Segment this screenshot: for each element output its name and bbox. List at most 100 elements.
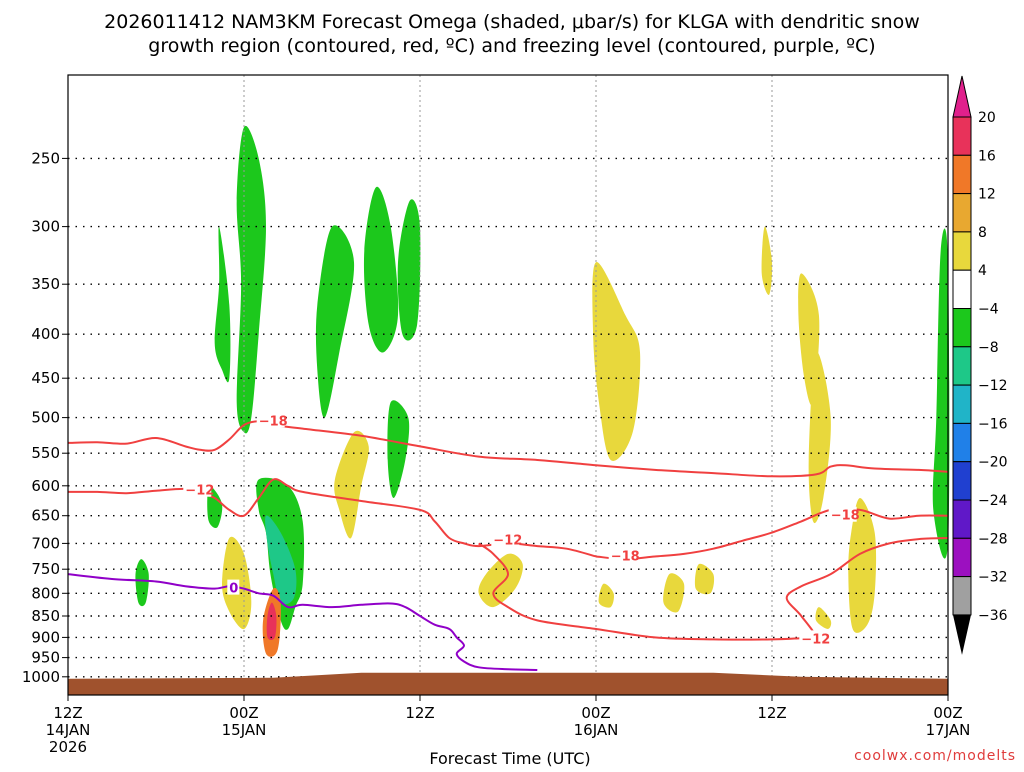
x-tick-label: 12Z xyxy=(405,704,434,722)
colorbar-swatch xyxy=(952,576,972,616)
colorbar-label: −32 xyxy=(978,570,1008,586)
plot-frame xyxy=(67,74,949,696)
colorbar-label: −16 xyxy=(978,416,1008,432)
contour-label-bg xyxy=(491,531,520,547)
yellow-d xyxy=(761,226,773,295)
contour-label-bg xyxy=(256,412,285,428)
green-left2 xyxy=(135,559,149,607)
y-tick-label: 550 xyxy=(31,444,60,462)
magenta-core xyxy=(266,602,277,641)
green-blob-b xyxy=(214,226,231,383)
colorbar-swatch xyxy=(952,116,972,156)
contour-label: −18 xyxy=(611,550,640,565)
contour-label-bg xyxy=(227,579,240,595)
yellow-f xyxy=(848,498,877,633)
chart-title-line1: 2026011412 NAM3KM Forecast Omega (shaded… xyxy=(104,11,920,33)
green-blob-d xyxy=(363,186,399,353)
colorbar-swatch xyxy=(952,269,972,310)
colorbar-swatch xyxy=(952,537,972,578)
terrain xyxy=(68,672,948,695)
y-tick-label: 750 xyxy=(31,560,60,578)
colorbar-swatch xyxy=(952,384,972,424)
colorbar-bottom-arrow xyxy=(953,614,971,655)
colorbar-swatch xyxy=(952,193,972,233)
contour-label: 0 xyxy=(229,582,238,597)
colorbar-label: 16 xyxy=(978,148,996,164)
y-tick-label: 500 xyxy=(31,409,60,427)
contour-dgz-upper-left xyxy=(67,478,597,558)
x-tick-label: 15JAN xyxy=(222,721,267,739)
colorbar-label: −4 xyxy=(978,302,999,318)
y-tick-label: 600 xyxy=(31,477,60,495)
colorbar-swatch xyxy=(952,231,972,271)
y-tick-label: 450 xyxy=(31,369,60,387)
colorbar-label: −28 xyxy=(978,531,1008,547)
green-blob-c xyxy=(315,225,355,418)
yellow-i xyxy=(815,607,832,629)
yellow-c xyxy=(592,262,641,461)
y-tick-label: 350 xyxy=(31,275,60,293)
contour-dgz-lower-right xyxy=(478,537,949,641)
contour-label-bg xyxy=(799,630,828,646)
colorbar-swatch xyxy=(952,461,972,501)
credit-text: coolwx.com/modelts xyxy=(854,748,1016,764)
contour-dgz-right xyxy=(595,507,949,561)
colorbar-label: 4 xyxy=(978,263,987,279)
contour-label-bg xyxy=(608,547,637,563)
colorbar-swatch xyxy=(952,499,972,539)
y-tick-label: 850 xyxy=(31,607,60,625)
x-tick-label: 16JAN xyxy=(574,721,619,739)
x-tick-label: 00Z xyxy=(229,704,258,722)
y-tick-label: 250 xyxy=(31,149,60,167)
contours: −18 −12 −12 −18 −18 −12 0 xyxy=(67,412,949,671)
yellow-a xyxy=(334,430,369,539)
contour-label: −18 xyxy=(259,414,288,429)
colorbar-label: −36 xyxy=(978,608,1008,624)
colorbar-label: 12 xyxy=(978,187,996,203)
colorbar-label: 20 xyxy=(978,110,996,126)
x-tick-label: 00Z xyxy=(581,704,610,722)
contour-label: −12 xyxy=(185,484,214,499)
colorbar-label: −20 xyxy=(978,455,1008,471)
y-tick-label: 300 xyxy=(31,218,60,236)
x-tick-label: 12Z xyxy=(757,704,786,722)
teal-main xyxy=(265,515,297,605)
contour-label-bg xyxy=(828,506,857,522)
y-tick-label: 700 xyxy=(31,534,60,552)
yellow-g xyxy=(478,553,523,608)
colorbar-label: 8 xyxy=(978,225,987,241)
y-tick-label: 800 xyxy=(31,584,60,602)
x-tick-label: 14JAN xyxy=(46,721,91,739)
chart-title-line2: growth region (contoured, red, ºC) and f… xyxy=(148,35,875,57)
x-tick-label: 12Z xyxy=(53,704,82,722)
yellow-k xyxy=(694,563,715,595)
green-blob-f xyxy=(387,400,410,498)
colorbar-label: −8 xyxy=(978,340,999,356)
colorbar-label: −24 xyxy=(978,493,1008,509)
yellow-l xyxy=(663,573,685,613)
colorbar-swatch xyxy=(952,154,972,195)
colorbar-swatch xyxy=(952,422,972,463)
y-tick-label: 900 xyxy=(31,628,60,646)
green-far-right xyxy=(932,228,950,559)
colorbar-label: −12 xyxy=(978,378,1008,394)
y-tick-label: 400 xyxy=(31,325,60,343)
y-tick-label: 1000 xyxy=(22,668,60,686)
terrain-fill xyxy=(68,672,948,695)
x-tick-label: 00Z xyxy=(933,704,962,722)
x-axis-label: Forecast Time (UTC) xyxy=(429,749,590,768)
colorbar-swatch xyxy=(952,346,972,386)
colorbar: 20 16 12 8 4 −4 −8 −12 −16 −20 −24 −28 −32 −36 xyxy=(952,75,1008,655)
contour-freezing-level xyxy=(67,573,538,671)
x-tick-label: 2026 xyxy=(49,738,87,756)
y-tick-label: 650 xyxy=(31,507,60,525)
yellow-j xyxy=(798,273,820,406)
colorbar-swatch xyxy=(952,308,972,348)
contour-label: −18 xyxy=(831,509,860,524)
y-tick-label: 950 xyxy=(31,649,60,667)
contour-label: −12 xyxy=(493,534,522,549)
contour-label-bg xyxy=(183,481,212,497)
